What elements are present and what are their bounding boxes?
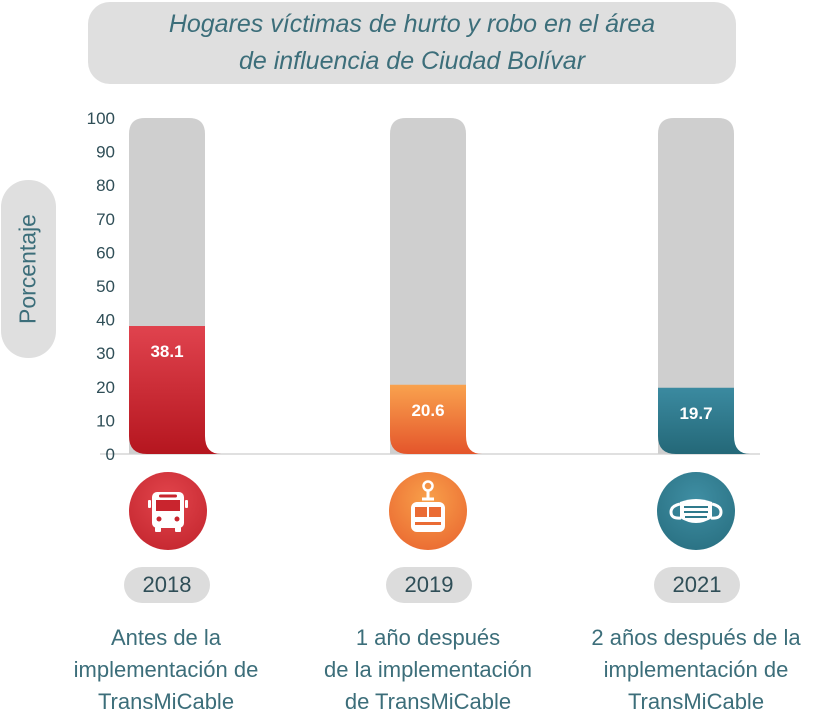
description-2019: 1 año después de la implementación de Tr…: [324, 625, 532, 714]
data-label: 38.1: [150, 342, 183, 361]
background-bar: [658, 118, 734, 454]
face-mask-icon: [657, 472, 735, 550]
data-bar: [390, 384, 483, 454]
y-tick-label: 100: [87, 109, 115, 128]
y-tick-label: 30: [96, 344, 115, 363]
data-label: 20.6: [411, 401, 444, 420]
background-bar: [390, 118, 466, 454]
y-tick-label: 60: [96, 243, 115, 262]
y-tick-label: 40: [96, 311, 115, 330]
y-tick-label: 0: [106, 445, 115, 464]
y-tick-label: 50: [96, 277, 115, 296]
cable-car-icon: [389, 472, 467, 550]
y-axis-label-box: [1, 180, 56, 358]
y-tick-label: 20: [96, 378, 115, 397]
data-bar: [658, 387, 751, 454]
description-2018: Antes de la implementación de TransMiCab…: [73, 625, 259, 714]
data-bar: [129, 325, 222, 454]
year-pill-2019: 2019: [386, 567, 472, 603]
year-pill-2018: 2018: [124, 567, 210, 603]
chart-title-box: Hogares víctimas de hurto y robo en el á…: [88, 2, 736, 84]
y-tick-label: 80: [96, 176, 115, 195]
data-label: 19.7: [679, 404, 712, 423]
bus-icon: [129, 472, 207, 550]
description-2021: 2 años después de la implementación de T…: [591, 625, 801, 714]
y-tick-label: 70: [96, 210, 115, 229]
y-tick-label: 10: [96, 411, 115, 430]
year-pill-2021: 2021: [654, 567, 740, 603]
chart-title: Hogares víctimas de hurto y robo en el á…: [168, 10, 656, 75]
y-tick-label: 90: [96, 143, 115, 162]
